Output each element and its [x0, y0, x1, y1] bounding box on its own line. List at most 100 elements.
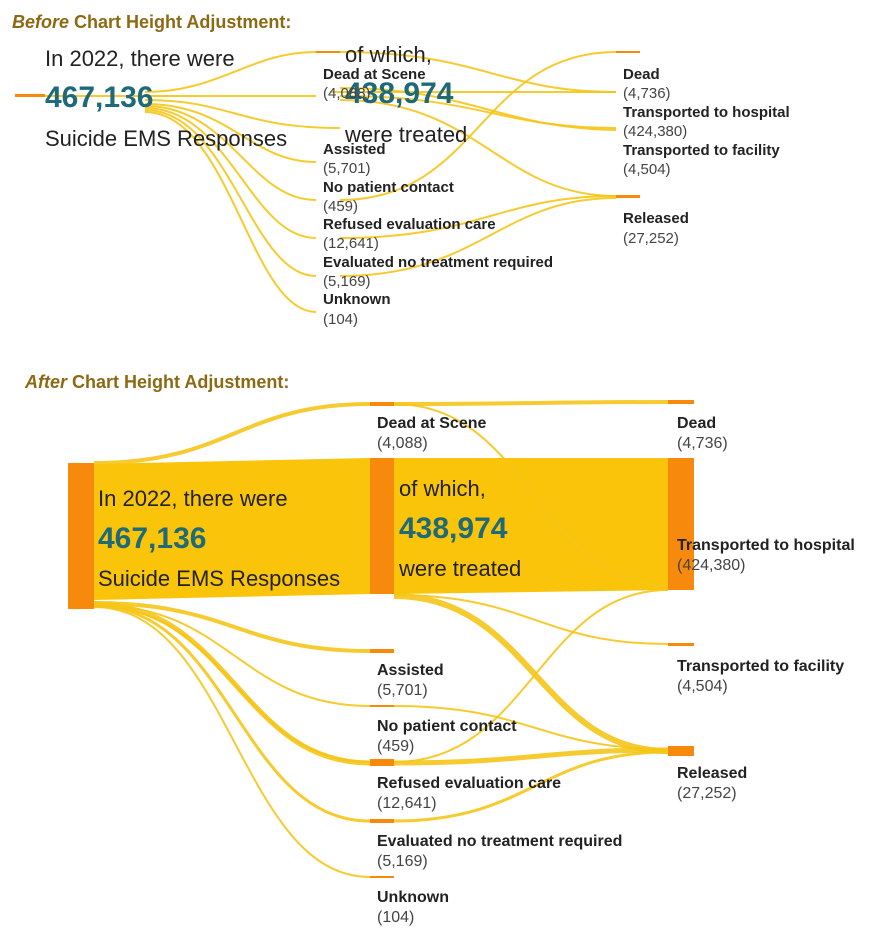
before-link-refused — [144, 107, 317, 239]
after-link-assisted — [93, 601, 371, 653]
before-value-dead: (4,736) — [623, 85, 671, 102]
after-link-refused-released — [393, 747, 669, 766]
after-link-refused-hospital — [393, 589, 669, 763]
after-nodes — [68, 400, 694, 878]
before-link-mid-dead — [339, 51, 617, 93]
before-node-mid-top — [316, 51, 340, 53]
before-label-refused: Refused evaluation care — [323, 216, 496, 233]
before-link-evaluated-released — [339, 197, 617, 277]
before-label-released: Released — [623, 210, 689, 227]
before-link-no-contact — [144, 105, 317, 201]
before-label-assisted: Assisted — [323, 141, 386, 158]
after-value-dead-at-scene: (4,088) — [377, 435, 428, 452]
before-node-right-top — [616, 51, 640, 53]
before-link-nocontact-dead — [339, 51, 617, 201]
after-node-evaluated — [370, 819, 394, 823]
before-value-released: (27,252) — [623, 230, 679, 247]
before-value-facility: (4,504) — [623, 161, 671, 178]
after-labels: In 2022, there were 467,136 Suicide EMS … — [98, 415, 855, 926]
after-label-evaluated: Evaluated no treatment required — [377, 833, 622, 850]
after-treated-line3: were treated — [398, 556, 521, 581]
after-label-dead-at-scene: Dead at Scene — [377, 415, 486, 432]
after-link-mid-facility — [393, 594, 669, 645]
before-link-mid-transport — [339, 95, 617, 129]
after-node-released — [668, 746, 694, 756]
before-treated-number: 438,974 — [345, 77, 454, 110]
before-value-evaluated: (5,169) — [323, 273, 371, 290]
after-value-hospital: (424,380) — [677, 557, 746, 574]
after-link-unknown — [93, 606, 371, 878]
after-node-dead — [668, 400, 694, 404]
before-node-right-released — [616, 195, 640, 198]
after-link-dead-hospital — [393, 403, 669, 587]
before-label-facility: Transported to facility — [623, 142, 780, 159]
after-node-facility — [668, 643, 694, 646]
before-value-unknown: (104) — [323, 311, 358, 328]
after-label-assisted: Assisted — [377, 662, 444, 679]
after-node-source — [68, 463, 94, 609]
before-labels: In 2022, there were 467,136 Suicide EMS … — [45, 42, 790, 328]
before-treated-line3: were treated — [344, 122, 467, 147]
after-label-unknown: Unknown — [377, 889, 449, 906]
before-link-dead-at-scene — [144, 51, 317, 93]
after-value-no-contact: (459) — [377, 738, 414, 755]
after-section: After Chart Height Adjustment: — [24, 372, 855, 926]
before-link-assisted — [144, 103, 317, 163]
after-band-treated-hospital — [394, 458, 668, 594]
after-intro-number: 467,136 — [98, 522, 206, 555]
after-value-facility: (4,504) — [677, 678, 728, 695]
after-link-dead-at-scene — [93, 402, 371, 465]
before-link-treated-low — [144, 99, 341, 129]
before-section: Before Chart Height Adjustment: — [12, 12, 790, 328]
before-node-source — [15, 94, 45, 97]
after-link-nocontact-released — [393, 705, 669, 750]
after-value-assisted: (5,701) — [377, 682, 428, 699]
after-node-dead-at-scene — [370, 402, 394, 406]
before-label-unknown: Unknown — [323, 291, 391, 308]
before-treated-line1: of which, — [345, 42, 432, 67]
before-links — [14, 51, 617, 313]
before-title: Before Chart Height Adjustment: — [12, 12, 291, 32]
after-treated-number: 438,974 — [399, 512, 508, 545]
after-node-refused — [370, 759, 394, 766]
after-value-unknown: (104) — [377, 909, 414, 926]
before-link-unknown — [144, 111, 317, 313]
after-node-treated — [370, 458, 394, 594]
before-value-dead-at-scene: (4,088) — [323, 85, 371, 102]
after-link-mid-released — [393, 593, 669, 754]
before-label-dead: Dead — [623, 66, 660, 83]
before-value-hospital: (424,380) — [623, 123, 687, 140]
after-node-assisted — [370, 649, 394, 653]
after-node-unknown — [370, 876, 394, 878]
before-intro-line3: Suicide EMS Responses — [45, 126, 287, 151]
after-link-evaluated — [93, 604, 371, 823]
after-value-evaluated: (5,169) — [377, 853, 428, 870]
before-label-dead-at-scene: Dead at Scene — [323, 66, 426, 83]
before-label-no-contact: No patient contact — [323, 179, 454, 196]
after-value-released: (27,252) — [677, 785, 737, 802]
after-label-hospital: Transported to hospital — [677, 537, 855, 554]
after-link-mid-dead — [393, 400, 669, 406]
after-intro-line3: Suicide EMS Responses — [98, 566, 340, 591]
before-value-refused: (12,641) — [323, 235, 379, 252]
before-label-hospital: Transported to hospital — [623, 104, 790, 121]
after-label-dead: Dead — [677, 415, 716, 432]
before-link-evaluated — [144, 109, 317, 277]
before-link-mid-released — [339, 99, 617, 197]
after-label-facility: Transported to facility — [677, 658, 844, 675]
after-label-released: Released — [677, 765, 747, 782]
before-intro-number: 467,136 — [45, 81, 153, 114]
before-link-refused-released — [339, 195, 617, 239]
after-label-no-contact: No patient contact — [377, 718, 517, 735]
after-link-refused-b — [93, 605, 371, 763]
after-links — [93, 400, 669, 878]
before-value-no-contact: (459) — [323, 198, 358, 215]
after-link-evaluated-released — [393, 750, 669, 823]
after-band-source-treated — [94, 458, 370, 600]
after-value-dead: (4,736) — [677, 435, 728, 452]
before-label-evaluated: Evaluated no treatment required — [323, 254, 553, 271]
before-value-assisted: (5,701) — [323, 160, 371, 177]
before-nodes — [15, 51, 640, 198]
after-title: After Chart Height Adjustment: — [24, 372, 289, 392]
after-node-no-contact — [370, 705, 394, 707]
